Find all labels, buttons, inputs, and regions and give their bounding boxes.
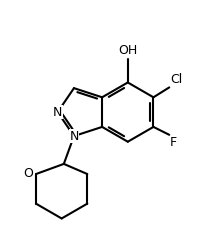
Text: O: O [23, 167, 33, 180]
Text: OH: OH [118, 44, 137, 57]
Text: F: F [170, 136, 177, 149]
Text: N: N [53, 106, 62, 119]
Text: Cl: Cl [170, 73, 182, 86]
Text: N: N [69, 130, 79, 143]
